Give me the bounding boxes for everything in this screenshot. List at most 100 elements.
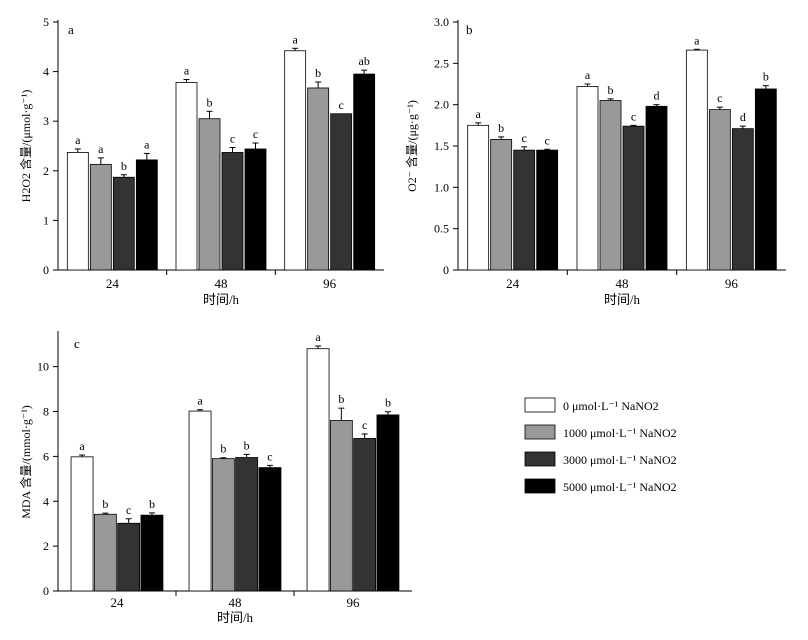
significance-letter: b	[244, 438, 250, 452]
y-axis-label: H2O2 含量/(μmol·g⁻¹)	[18, 90, 33, 203]
significance-letter: a	[476, 107, 482, 121]
significance-letter: b	[338, 392, 344, 406]
significance-letter: d	[654, 89, 660, 103]
significance-letter: b	[315, 66, 321, 80]
bar	[708, 109, 731, 271]
bar	[622, 125, 645, 271]
bar	[93, 513, 117, 592]
significance-letter: c	[126, 503, 131, 517]
y-tick-label: 5	[43, 15, 49, 29]
bar	[188, 410, 212, 592]
bar	[645, 105, 668, 271]
significance-letter: a	[144, 137, 150, 151]
bar	[306, 348, 330, 592]
x-axis-label: 时间/h	[604, 292, 641, 307]
significance-letter: b	[385, 396, 391, 410]
legend-label: 5000 μmol·L⁻¹ NaNO2	[563, 480, 677, 494]
significance-letter: b	[102, 497, 108, 511]
legend-swatch	[524, 424, 556, 440]
bar	[66, 152, 89, 271]
x-tick-label: 48	[229, 595, 242, 610]
bar	[70, 456, 94, 592]
bar	[330, 113, 353, 271]
y-axis-label: O2⁻ 含量/(μg·g⁻¹)	[404, 100, 419, 192]
significance-letter: c	[253, 127, 258, 141]
y-tick-label: 3	[43, 114, 49, 128]
significance-letter: c	[339, 98, 344, 112]
y-tick-label: 2.5	[434, 56, 449, 70]
significance-letter: a	[694, 33, 700, 47]
y-tick-label: 1	[43, 213, 49, 227]
significance-letter: a	[197, 394, 203, 408]
x-tick-label: 96	[323, 276, 337, 291]
significance-letter: c	[522, 131, 527, 145]
bar	[731, 128, 754, 271]
y-tick-label: 0	[43, 263, 49, 277]
significance-letter: b	[121, 159, 127, 173]
y-tick-label: 0.5	[434, 222, 449, 236]
y-tick-label: 3.0	[434, 15, 449, 29]
y-tick-label: 4	[43, 494, 49, 508]
bar	[89, 163, 112, 271]
significance-letter: b	[149, 497, 155, 511]
bar	[329, 420, 353, 592]
bar	[536, 149, 559, 271]
y-tick-label: 0	[43, 584, 49, 598]
bar	[307, 87, 330, 271]
significance-letter: a	[293, 32, 299, 46]
panel-label: a	[68, 22, 74, 37]
significance-letter: c	[362, 418, 367, 432]
x-tick-label: 48	[215, 276, 228, 291]
significance-letter: c	[717, 91, 722, 105]
significance-letter: b	[608, 83, 614, 97]
bar	[244, 148, 267, 271]
bar	[235, 457, 259, 592]
bar	[198, 118, 221, 271]
significance-letter: c	[545, 133, 550, 147]
x-tick-label: 48	[616, 276, 629, 291]
bar	[467, 124, 490, 271]
panel-label: c	[74, 336, 80, 351]
bar	[376, 414, 400, 592]
y-tick-label: 0	[443, 263, 449, 277]
bar	[490, 138, 513, 271]
y-tick-label: 2	[43, 539, 49, 553]
significance-letter: b	[207, 95, 213, 109]
x-tick-label: 24	[106, 276, 120, 291]
significance-letter: c	[267, 449, 272, 463]
y-axis-label: MDA 含量/(mmol·g⁻¹)	[18, 405, 33, 519]
legend-label: 3000 μmol·L⁻¹ NaNO2	[563, 453, 677, 467]
significance-letter: d	[740, 110, 746, 124]
panel-label: b	[466, 22, 473, 37]
legend-swatch	[524, 478, 556, 494]
y-tick-label: 10	[37, 360, 49, 374]
legend-swatch	[524, 397, 556, 413]
y-tick-label: 2	[43, 164, 49, 178]
significance-letter: b	[220, 442, 226, 456]
bar	[112, 176, 135, 271]
significance-letter: ab	[359, 54, 370, 68]
legend-label: 0 μmol·L⁻¹ NaNO2	[563, 399, 659, 413]
bar	[353, 438, 377, 592]
significance-letter: a	[75, 133, 81, 147]
bar	[258, 467, 282, 592]
bar	[117, 522, 141, 592]
y-tick-label: 2.0	[434, 98, 449, 112]
y-tick-label: 4	[43, 65, 49, 79]
significance-letter: a	[184, 64, 190, 78]
bar	[576, 86, 599, 271]
x-axis-label: 时间/h	[217, 610, 254, 625]
chart-panel-b: 0 0.5 1.0 1.5 2.0 2.5 3.0 O2⁻ 含量/(μg·g⁻¹) b 24 a b c…	[404, 15, 786, 307]
legend-label: 1000 μmol·L⁻¹ NaNO2	[563, 426, 677, 440]
legend: 0 μmol·L⁻¹ NaNO2 1000 μmol·L⁻¹ NaNO2 3000 …	[524, 397, 677, 494]
y-tick-label: 8	[43, 405, 49, 419]
bar	[353, 73, 376, 271]
bar	[754, 88, 777, 271]
significance-letter: a	[585, 68, 591, 82]
bar	[140, 514, 164, 592]
bar	[685, 49, 708, 271]
x-tick-label: 96	[725, 276, 739, 291]
significance-letter: b	[763, 70, 769, 84]
